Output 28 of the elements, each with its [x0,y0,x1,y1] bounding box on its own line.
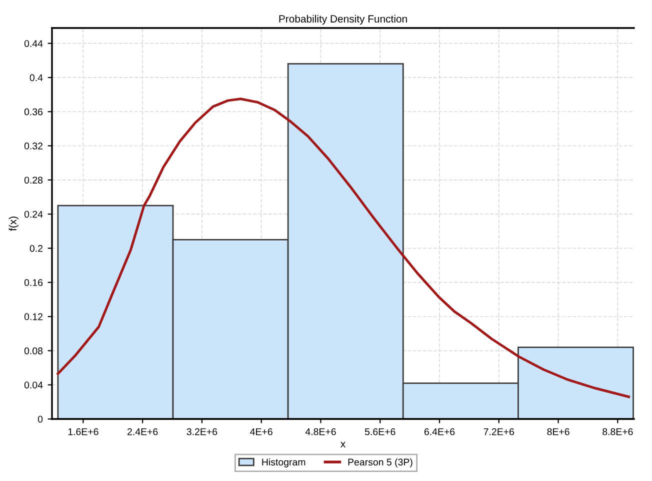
x-tick-label: 2.4E+6 [128,428,158,436]
x-tick-label: 8E+6 [547,428,570,436]
x-tick-label: 7.2E+6 [484,428,514,436]
legend-label: Pearson 5 (3P) [348,458,412,468]
y-tick-label: 0.2 [30,244,42,252]
y-tick-label: 0.04 [24,382,43,388]
legend-label: Histogram [262,458,306,468]
y-tick-label: 0.16 [24,279,43,286]
x-tick-label: 1.6E+6 [68,428,98,436]
y-tick-label: 0.36 [24,108,43,116]
x-tick-label: 3.2E+6 [186,428,218,436]
y-tick-label: 0.32 [24,142,42,150]
x-tick-label: 6.4E+6 [424,428,455,436]
chart-title: Probability Density Function [279,14,407,25]
y-tick-label: 0 [38,416,43,423]
y-tick-label: 0.44 [24,40,43,47]
y-tick-label: 0.08 [24,347,43,354]
y-axis-title: f(x) [8,216,18,231]
y-tick-label: 0.24 [24,210,43,218]
y-tick-label: 0.12 [24,313,42,320]
line-series [56,98,630,398]
y-tick-label: 0.4 [30,74,43,82]
x-axis-title: x [340,442,346,448]
y-tick-label: 0.28 [24,176,43,184]
x-tick-label: 4.8E+6 [305,428,336,436]
x-tick-label: 5.6E+6 [364,428,396,436]
x-tick-label: 4E+6 [250,428,272,436]
x-tick-label: 8.8E+6 [602,428,633,436]
